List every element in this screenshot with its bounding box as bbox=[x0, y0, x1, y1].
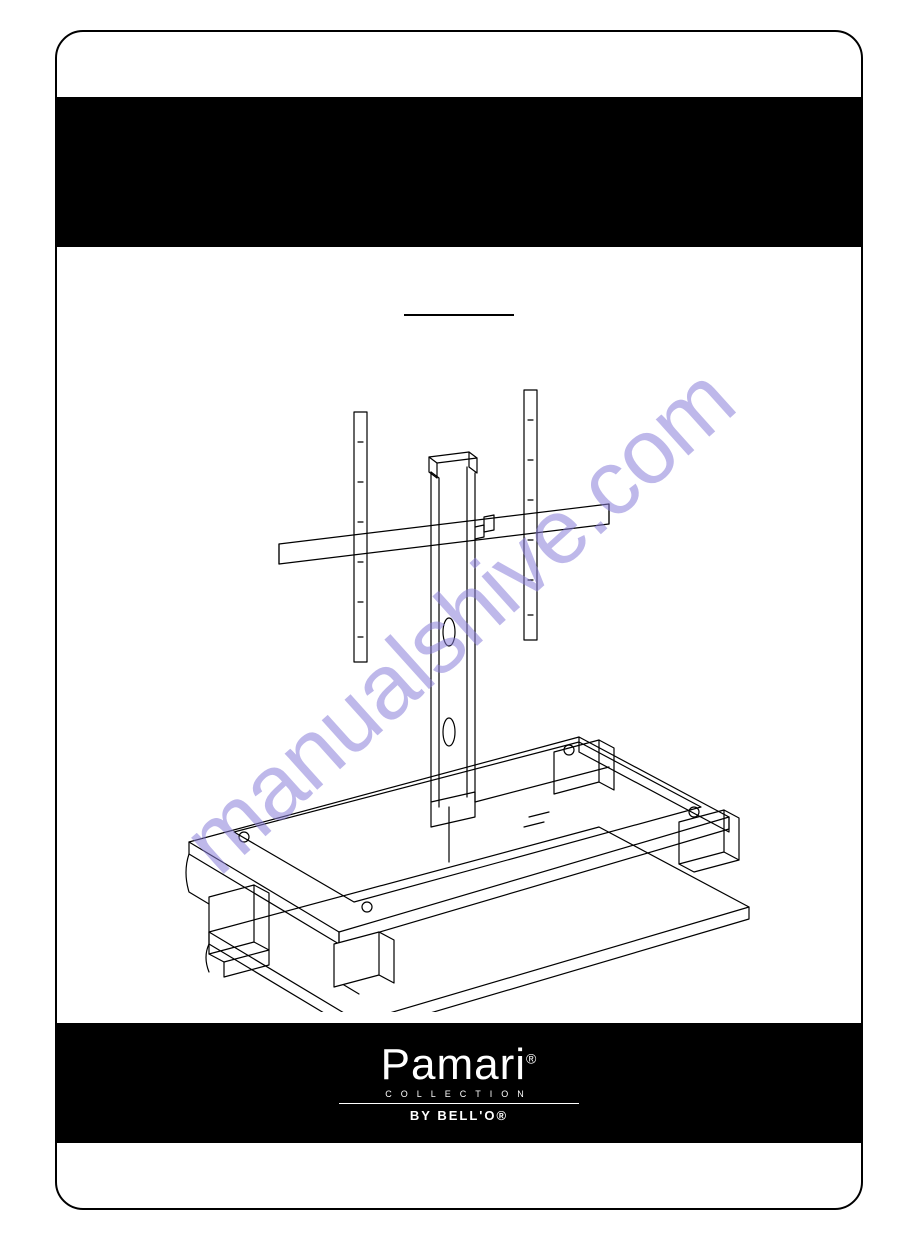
brand-by-line: BY BELL'O® bbox=[410, 1108, 508, 1123]
center-divider-line bbox=[404, 314, 514, 316]
tv-stand-line-drawing bbox=[149, 372, 769, 1012]
trademark-icon: ® bbox=[526, 1050, 537, 1066]
page-frame: Pamari® COLLECTION BY BELL'O® bbox=[55, 30, 863, 1210]
brand-logo-sub: COLLECTION bbox=[385, 1089, 533, 1099]
brand-divider-line bbox=[339, 1103, 579, 1104]
bottom-black-band: Pamari® COLLECTION BY BELL'O® bbox=[57, 1023, 861, 1143]
brand-name: Pamari bbox=[381, 1040, 526, 1089]
brand-logo-main: Pamari® bbox=[381, 1043, 538, 1087]
product-diagram bbox=[149, 372, 769, 1012]
top-black-band bbox=[57, 97, 861, 247]
